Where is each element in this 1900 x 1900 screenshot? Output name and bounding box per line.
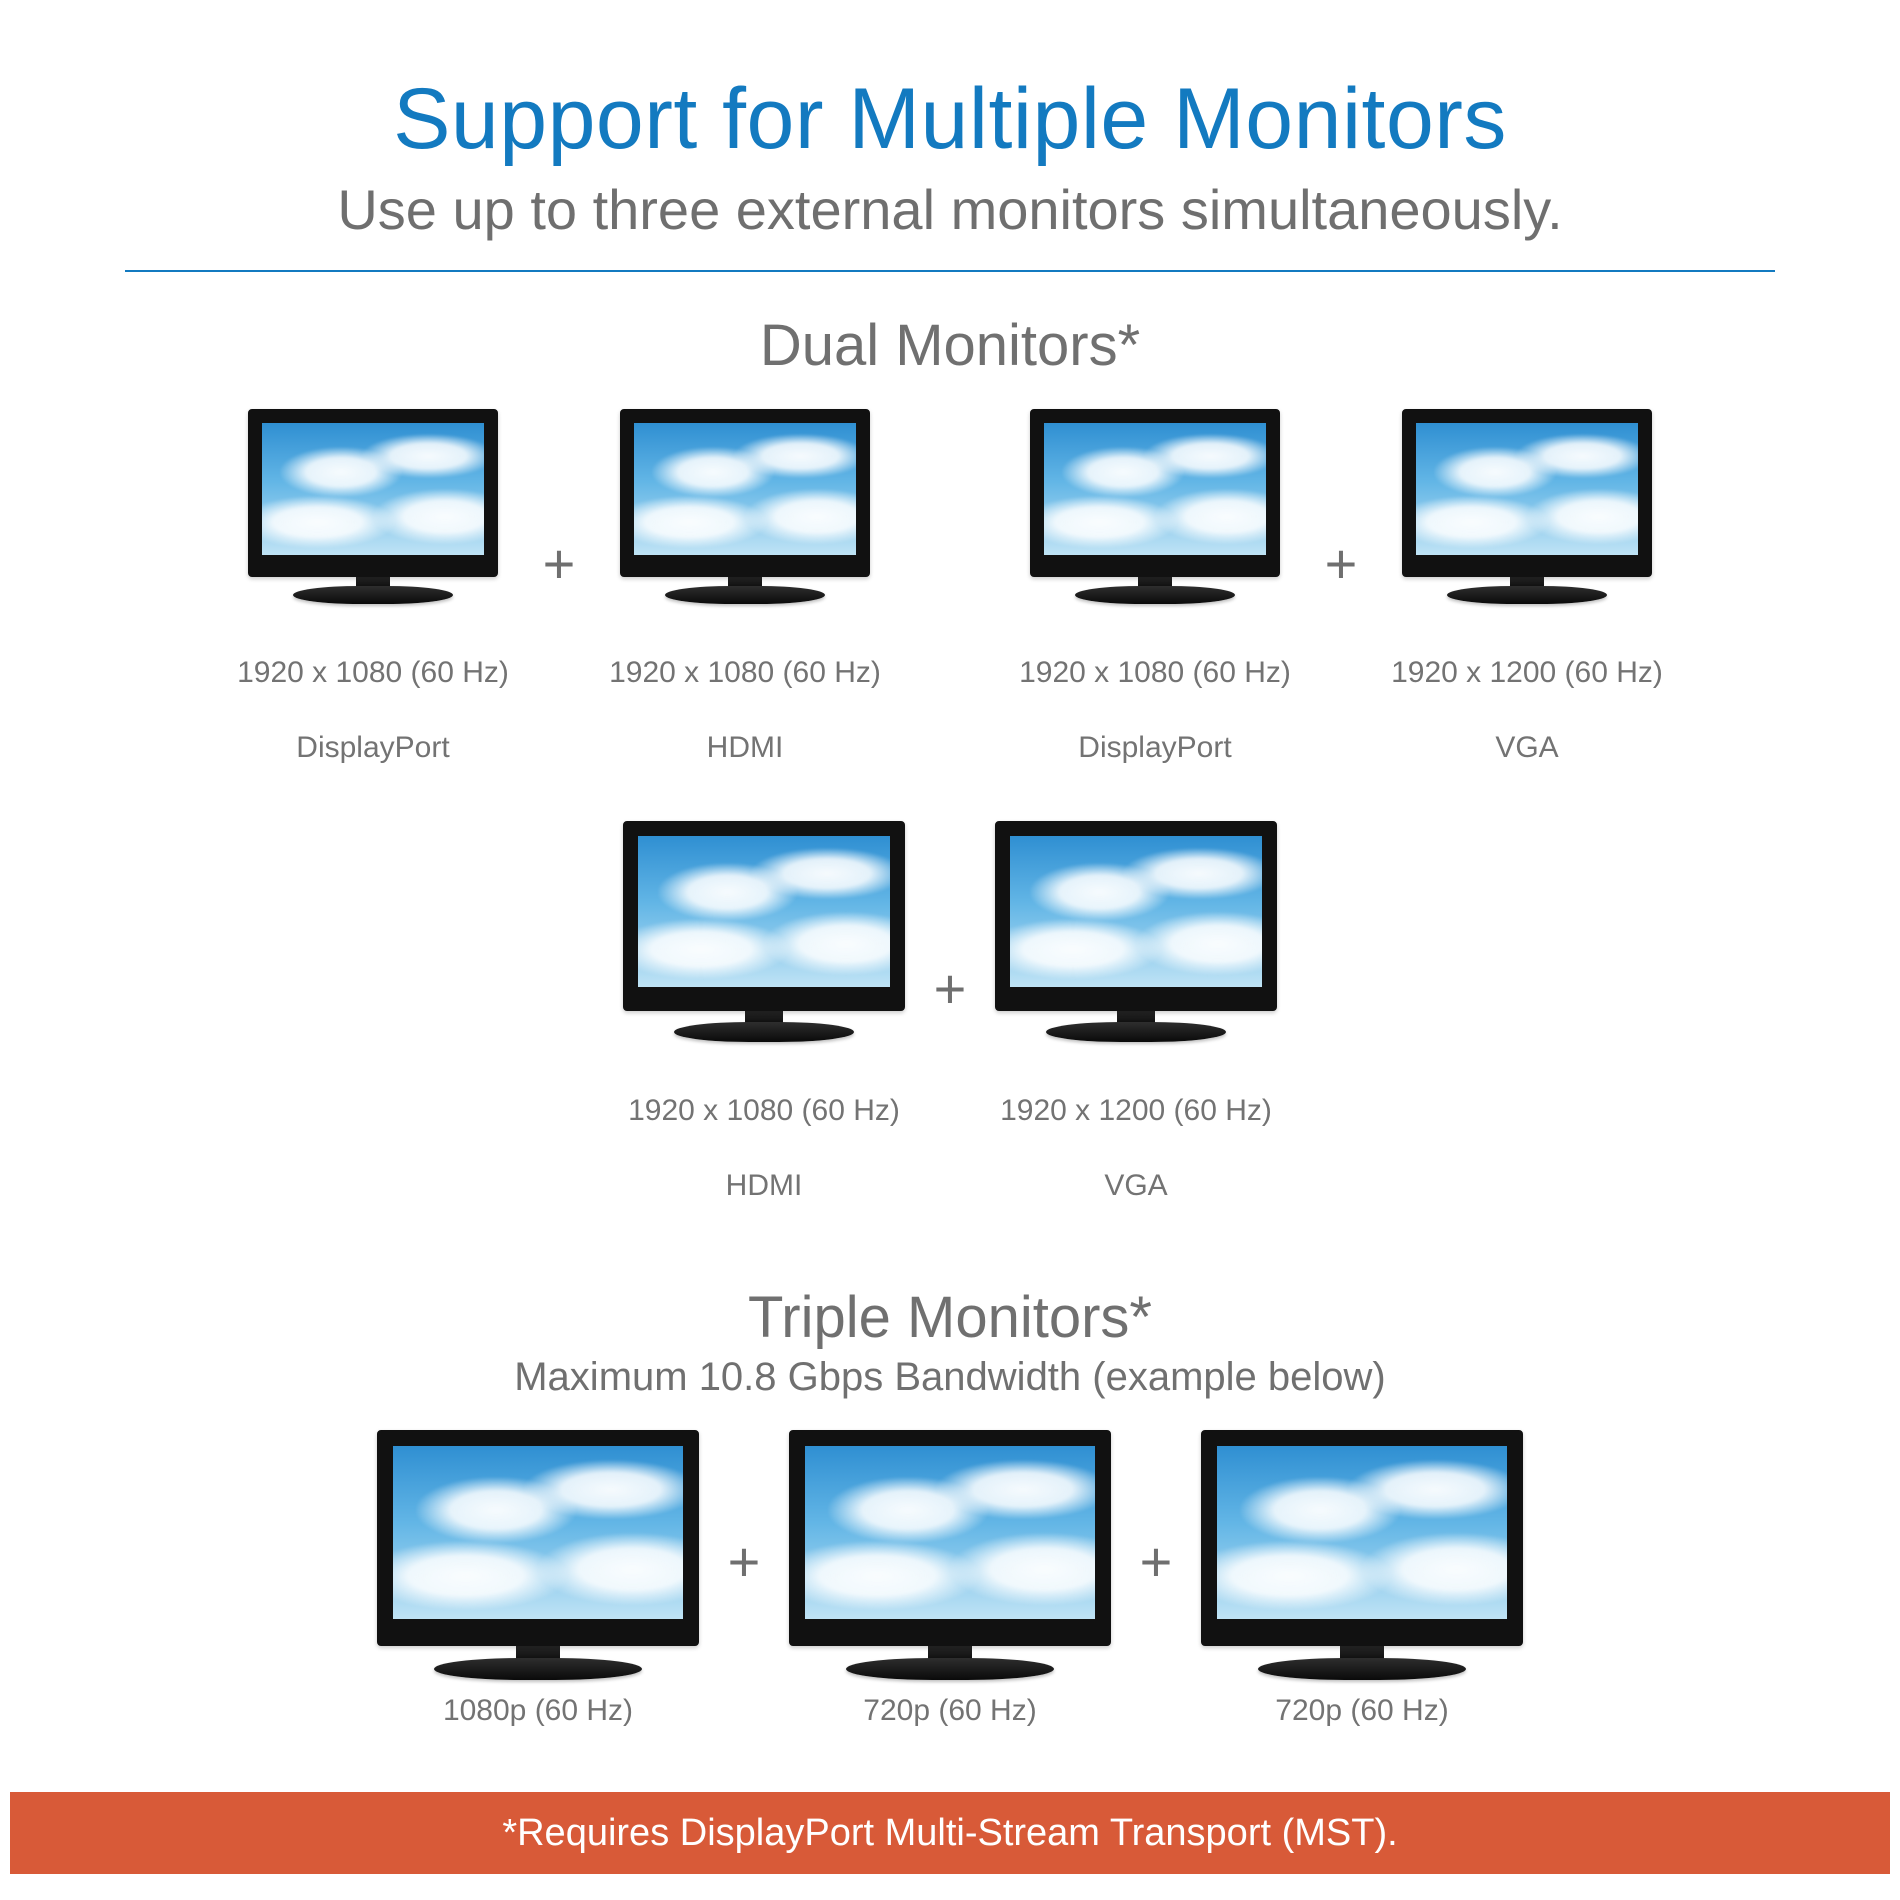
monitor-caption: 1080p (60 Hz) xyxy=(443,1692,633,1730)
monitor-caption: 1920 x 1200 (60 Hz) VGA xyxy=(1000,1054,1272,1204)
infographic-page: Support for Multiple Monitors Use up to … xyxy=(0,0,1900,1900)
monitor-caption: 720p (60 Hz) xyxy=(1275,1692,1448,1730)
resolution-label: 1920 x 1200 (60 Hz) xyxy=(1000,1094,1272,1127)
plus-icon: + xyxy=(529,531,589,596)
page-subtitle: Use up to three external monitors simult… xyxy=(0,177,1900,242)
resolution-label: 1920 x 1080 (60 Hz) xyxy=(237,656,509,689)
monitor-block: ● TL ● 1920 x 1080 (60 Hz) DisplayPort xyxy=(1005,409,1305,766)
port-label: VGA xyxy=(1495,731,1558,764)
monitor-caption: 1920 x 1080 (60 Hz) HDMI xyxy=(609,616,881,766)
page-title: Support for Multiple Monitors xyxy=(0,70,1900,169)
monitor-icon: ● TL ● xyxy=(789,1430,1111,1680)
triple-heading: Triple Monitors* xyxy=(0,1284,1900,1351)
monitor-icon: ● TL ● xyxy=(1030,409,1280,604)
dual-heading: Dual Monitors* xyxy=(0,312,1900,379)
monitor-caption: 720p (60 Hz) xyxy=(863,1692,1036,1730)
triple-subheading: Maximum 10.8 Gbps Bandwidth (example bel… xyxy=(0,1355,1900,1400)
monitor-caption: 1920 x 1080 (60 Hz) HDMI xyxy=(628,1054,900,1204)
plus-icon: + xyxy=(714,1529,774,1594)
port-label: DisplayPort xyxy=(296,731,449,764)
footer-bar: *Requires DisplayPort Multi-Stream Trans… xyxy=(10,1792,1890,1874)
resolution-label: 1920 x 1080 (60 Hz) xyxy=(609,656,881,689)
monitor-icon: ● TL ● xyxy=(1201,1430,1523,1680)
monitor-icon: ● TL ● xyxy=(995,821,1277,1042)
plus-icon: + xyxy=(920,956,980,1021)
monitor-icon: ● TL ● xyxy=(623,821,905,1042)
dual-row-1: ● TL ● 1920 x 1080 (60 Hz) DisplayPort +… xyxy=(0,409,1900,766)
monitor-icon: ● TL ● xyxy=(377,1430,699,1680)
monitor-caption: 1920 x 1080 (60 Hz) DisplayPort xyxy=(1019,616,1291,766)
port-label: HDMI xyxy=(726,1169,803,1202)
monitor-block: ● TL ● 1920 x 1080 (60 Hz) DisplayPort xyxy=(223,409,523,766)
triple-monitors-section: Triple Monitors* Maximum 10.8 Gbps Bandw… xyxy=(0,1284,1900,1730)
resolution-label: 1920 x 1080 (60 Hz) xyxy=(628,1094,900,1127)
plus-icon: + xyxy=(1311,531,1371,596)
monitor-icon: ● TL ● xyxy=(620,409,870,604)
header-divider xyxy=(125,270,1775,272)
monitor-block: ● TL ● 720p (60 Hz) xyxy=(1192,1430,1532,1730)
port-label: HDMI xyxy=(707,731,784,764)
resolution-label: 1920 x 1080 (60 Hz) xyxy=(1019,656,1291,689)
monitor-block: ● TL ● 1920 x 1080 (60 Hz) HDMI xyxy=(614,821,914,1204)
plus-icon: + xyxy=(1126,1529,1186,1594)
monitor-block: ● TL ● 720p (60 Hz) xyxy=(780,1430,1120,1730)
resolution-label: 1920 x 1200 (60 Hz) xyxy=(1391,656,1663,689)
triple-row: ● TL ● 1080p (60 Hz) + ● TL ● 720p (60 H… xyxy=(0,1430,1900,1730)
monitor-block: ● TL ● 1920 x 1200 (60 Hz) VGA xyxy=(1377,409,1677,766)
monitor-block: ● TL ● 1080p (60 Hz) xyxy=(368,1430,708,1730)
port-label: VGA xyxy=(1104,1169,1167,1202)
monitor-icon: ● TL ● xyxy=(248,409,498,604)
footer-note: *Requires DisplayPort Multi-Stream Trans… xyxy=(502,1812,1397,1855)
header: Support for Multiple Monitors Use up to … xyxy=(0,0,1900,272)
dual-pair-3: ● TL ● 1920 x 1080 (60 Hz) HDMI + ● TL ●… xyxy=(614,821,1286,1204)
port-label: DisplayPort xyxy=(1078,731,1231,764)
monitor-block: ● TL ● 1920 x 1200 (60 Hz) VGA xyxy=(986,821,1286,1204)
monitor-caption: 1920 x 1080 (60 Hz) DisplayPort xyxy=(237,616,509,766)
dual-pair-2: ● TL ● 1920 x 1080 (60 Hz) DisplayPort +… xyxy=(1005,409,1677,766)
monitor-caption: 1920 x 1200 (60 Hz) VGA xyxy=(1391,616,1663,766)
dual-row-2: ● TL ● 1920 x 1080 (60 Hz) HDMI + ● TL ●… xyxy=(0,821,1900,1204)
monitor-icon: ● TL ● xyxy=(1402,409,1652,604)
dual-monitors-section: Dual Monitors* ● TL ● 1920 x 1080 (60 Hz… xyxy=(0,312,1900,1204)
dual-rows: ● TL ● 1920 x 1080 (60 Hz) DisplayPort +… xyxy=(0,409,1900,1204)
dual-pair-1: ● TL ● 1920 x 1080 (60 Hz) DisplayPort +… xyxy=(223,409,895,766)
monitor-block: ● TL ● 1920 x 1080 (60 Hz) HDMI xyxy=(595,409,895,766)
